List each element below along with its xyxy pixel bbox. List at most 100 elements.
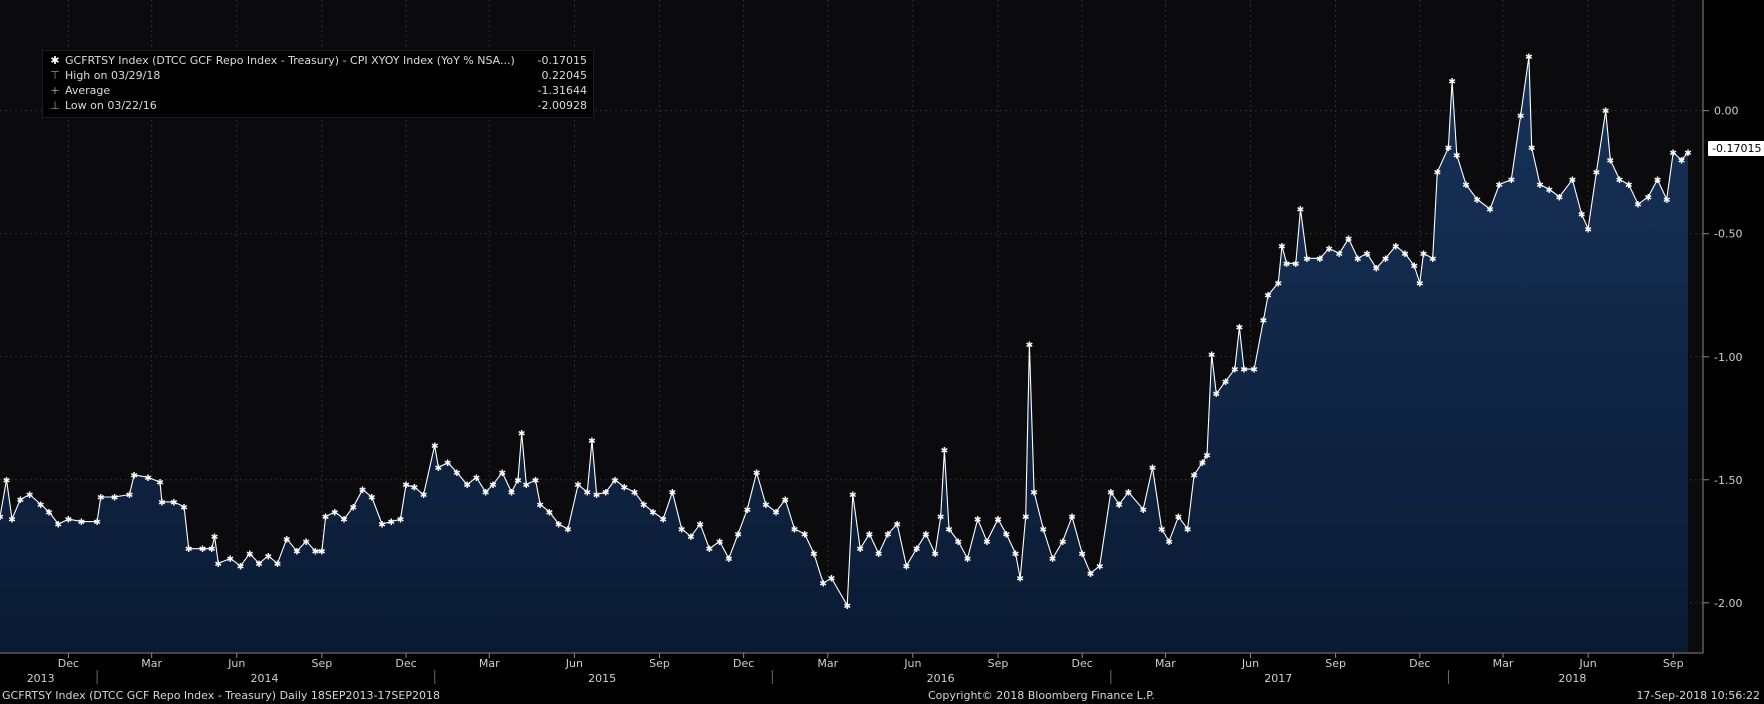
data-point-marker: ✱ [659, 516, 667, 526]
data-point-marker: ✱ [1684, 149, 1692, 159]
data-point-marker: ✱ [1669, 149, 1677, 159]
data-point-marker: ✱ [1678, 156, 1686, 166]
legend-series-label: GCFRTSY Index (DTCC GCF Repo Index - Tre… [65, 54, 515, 67]
data-point-marker: ✱ [508, 489, 516, 499]
data-point-marker: ✱ [17, 496, 25, 506]
data-point-marker: ✱ [1190, 471, 1198, 481]
data-point-marker: ✱ [696, 521, 704, 531]
x-month-label: Sep [1663, 657, 1684, 670]
data-point-marker: ✱ [453, 469, 461, 479]
data-point-marker: ✱ [903, 562, 911, 572]
data-point-marker: ✱ [1401, 250, 1409, 260]
x-month-label: Sep [312, 657, 333, 670]
low-marker-icon: ⊥ [50, 99, 60, 112]
data-point-marker: ✱ [397, 516, 405, 526]
data-point-marker: ✱ [1283, 260, 1291, 270]
legend-average-value: -1.31644 [537, 84, 587, 97]
data-point-marker: ✱ [274, 560, 282, 570]
data-point-marker: ✱ [1486, 206, 1494, 216]
data-point-marker: ✱ [1536, 181, 1544, 191]
data-point-marker: ✱ [1634, 201, 1642, 211]
data-point-marker: ✱ [828, 575, 836, 585]
data-point-marker: ✱ [312, 548, 320, 558]
x-year-label: 2016 [927, 672, 955, 685]
data-point-marker: ✱ [574, 481, 582, 491]
x-axis-ticks: Dec Mar Jun Sep Dec Mar Jun Sep Dec Mar Jun Sep Dec M… [27, 653, 1684, 685]
legend-average-label: Average [65, 84, 111, 97]
data-point-marker: ✱ [954, 538, 962, 548]
series-area [0, 56, 1688, 653]
data-point-marker: ✱ [322, 513, 330, 523]
data-point-marker: ✱ [1569, 176, 1577, 186]
data-point-marker: ✱ [199, 545, 207, 555]
data-point-marker: ✱ [564, 525, 572, 535]
data-point-marker: ✱ [8, 516, 16, 526]
data-point-marker: ✱ [378, 521, 386, 531]
data-point-marker: ✱ [1392, 243, 1400, 253]
data-point-marker: ✱ [1213, 390, 1221, 400]
data-point-marker: ✱ [588, 437, 596, 447]
data-point-marker: ✱ [1199, 459, 1207, 469]
data-point-marker: ✱ [1250, 366, 1258, 376]
data-point-marker: ✱ [293, 548, 301, 558]
x-month-label: Dec [58, 657, 79, 670]
data-point-marker: ✱ [359, 486, 367, 496]
data-point-marker: ✱ [1578, 211, 1586, 221]
high-marker-icon: ⊤ [50, 69, 60, 82]
data-point-marker: ✱ [555, 521, 563, 531]
data-point-marker: ✱ [974, 516, 982, 526]
data-point-marker: ✱ [482, 489, 490, 499]
data-point-marker: ✱ [1078, 550, 1086, 560]
series-line [0, 56, 1689, 608]
data-point-marker: ✱ [264, 553, 272, 563]
y-tick-label: -1.50 [1714, 474, 1742, 487]
data-point-marker: ✱ [687, 533, 695, 543]
data-point-marker: ✱ [791, 525, 799, 535]
data-point-marker: ✱ [111, 493, 119, 503]
x-month-label: Jun [903, 657, 921, 670]
legend-high-label: High on 03/29/18 [65, 69, 161, 82]
data-point-marker: ✱ [536, 501, 544, 511]
data-point-marker: ✱ [255, 560, 263, 570]
data-point-marker: ✱ [716, 538, 724, 548]
data-point-marker: ✱ [1625, 181, 1633, 191]
data-point-marker: ✱ [1354, 255, 1362, 265]
data-point-marker: ✱ [130, 471, 138, 481]
data-point-marker: ✱ [411, 484, 419, 494]
legend-low-value: -2.00928 [537, 99, 587, 112]
data-point-marker: ✱ [1410, 262, 1418, 272]
data-point-marker: ✱ [523, 481, 531, 491]
legend-low-row: ⊥ Low on 03/22/16 -2.00928 [43, 98, 593, 113]
data-point-marker: ✱ [1473, 196, 1481, 206]
data-point-marker: ✱ [734, 530, 742, 540]
x-month-label: Sep [649, 657, 670, 670]
data-point-marker: ✱ [772, 508, 780, 518]
x-month-label: Sep [988, 657, 1009, 670]
data-point-marker: ✱ [1059, 538, 1067, 548]
data-point-marker: ✱ [473, 474, 481, 484]
data-point-marker: ✱ [45, 508, 53, 518]
x-month-label: Mar [141, 657, 162, 670]
data-point-marker: ✱ [1525, 53, 1533, 63]
data-point-marker: ✱ [387, 518, 395, 528]
x-month-label: Mar [1155, 657, 1176, 670]
data-point-marker: ✱ [498, 469, 506, 479]
data-point-marker: ✱ [640, 501, 648, 511]
data-point-marker: ✱ [420, 491, 428, 501]
data-point-marker: ✱ [1297, 206, 1305, 216]
data-point-marker: ✱ [875, 550, 883, 560]
data-point-marker: ✱ [1434, 169, 1442, 179]
x-month-label: Mar [479, 657, 500, 670]
data-point-marker: ✱ [884, 530, 892, 540]
y-tick-label: -1.00 [1714, 351, 1742, 364]
data-point-marker: ✱ [994, 516, 1002, 526]
data-point-marker: ✱ [180, 503, 188, 513]
data-point-marker: ✱ [621, 484, 629, 494]
data-point-marker: ✱ [444, 459, 452, 469]
data-point-marker: ✱ [593, 491, 601, 501]
data-point-marker: ✱ [945, 525, 953, 535]
data-point-marker: ✱ [1382, 255, 1390, 265]
data-point-marker: ✱ [156, 479, 164, 489]
data-point-marker: ✱ [1496, 181, 1504, 191]
data-point-marker: ✱ [856, 545, 864, 555]
